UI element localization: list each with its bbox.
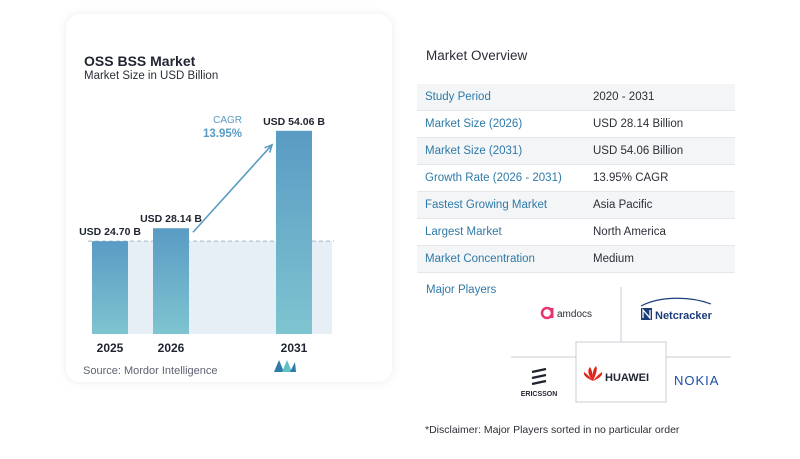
overview-row: Largest Market North America bbox=[417, 219, 735, 246]
player-amdocs: amdocs bbox=[557, 309, 592, 320]
chart-title: OSS BSS Market bbox=[84, 53, 196, 69]
x-tick-label: 2025 bbox=[97, 341, 124, 355]
cagr-value: 13.95% bbox=[203, 128, 242, 140]
major-players-title: Major Players bbox=[426, 284, 497, 296]
overview-row: Market Size (2031) USD 54.06 Billion bbox=[417, 138, 735, 165]
row-value: USD 28.14 Billion bbox=[593, 118, 684, 130]
row-value: North America bbox=[593, 226, 666, 238]
bar-value-label: USD 54.06 B bbox=[263, 116, 325, 128]
overview-row: Growth Rate (2026 - 2031) 13.95% CAGR bbox=[417, 165, 735, 192]
disclaimer: *Disclaimer: Major Players sorted in no … bbox=[425, 424, 680, 436]
bar-value-label: USD 24.70 B bbox=[79, 226, 141, 238]
player-ericsson: ERICSSON bbox=[521, 391, 558, 398]
x-tick-label: 2031 bbox=[281, 341, 308, 355]
cagr-label: CAGR bbox=[213, 115, 242, 126]
ericsson-logo-icon: ERICSSON bbox=[521, 367, 558, 398]
bar-2026 bbox=[153, 228, 189, 334]
mordor-logo-icon bbox=[274, 360, 296, 372]
source-note: Source: Mordor Intelligence bbox=[83, 365, 218, 377]
overview-title: Market Overview bbox=[426, 48, 528, 63]
cagr-arrow bbox=[192, 144, 273, 233]
huawei-logo-icon: HUAWEI bbox=[583, 366, 649, 384]
overview-row: Market Concentration Medium bbox=[417, 246, 735, 273]
bar-value-label: USD 28.14 B bbox=[140, 213, 202, 225]
row-value: 13.95% CAGR bbox=[593, 172, 669, 184]
row-value: Asia Pacific bbox=[593, 199, 653, 211]
row-value: Medium bbox=[593, 253, 634, 265]
overview-row: Fastest Growing Market Asia Pacific bbox=[417, 192, 735, 219]
x-tick-label: 2026 bbox=[158, 341, 185, 355]
nokia-logo-icon: NOKIA bbox=[674, 373, 719, 388]
chart-panel: OSS BSS Market Market Size in USD Billio… bbox=[66, 14, 392, 382]
row-label: Market Size (2026) bbox=[425, 118, 523, 130]
row-label: Growth Rate (2026 - 2031) bbox=[425, 172, 562, 184]
bar-2031 bbox=[276, 130, 312, 334]
row-label: Study Period bbox=[425, 91, 491, 103]
player-huawei: HUAWEI bbox=[605, 372, 649, 384]
row-value: 2020 - 2031 bbox=[593, 91, 655, 103]
cagr-arrow-head bbox=[264, 143, 274, 153]
player-nokia: NOKIA bbox=[674, 373, 719, 388]
row-label: Largest Market bbox=[425, 226, 502, 238]
row-value: USD 54.06 Billion bbox=[593, 145, 684, 157]
overview-row: Study Period 2020 - 2031 bbox=[417, 84, 735, 111]
chart-subtitle: Market Size in USD Billion bbox=[84, 70, 219, 82]
netcracker-logo-icon: Netcracker bbox=[640, 297, 713, 322]
overview-row: Market Size (2026) USD 28.14 Billion bbox=[417, 111, 735, 138]
row-label: Fastest Growing Market bbox=[425, 199, 548, 211]
amdocs-logo-icon: amdocs bbox=[540, 306, 592, 320]
bar-chart: USD 24.70 B 2025 USD 28.14 B 2026 USD 54.06 … bbox=[79, 115, 334, 355]
player-netcracker: Netcracker bbox=[655, 310, 713, 322]
overview-table: Study Period 2020 - 2031 Market Size (202… bbox=[417, 84, 735, 273]
row-label: Market Size (2031) bbox=[425, 145, 523, 157]
bar-2025 bbox=[92, 241, 128, 334]
row-label: Market Concentration bbox=[425, 253, 535, 265]
